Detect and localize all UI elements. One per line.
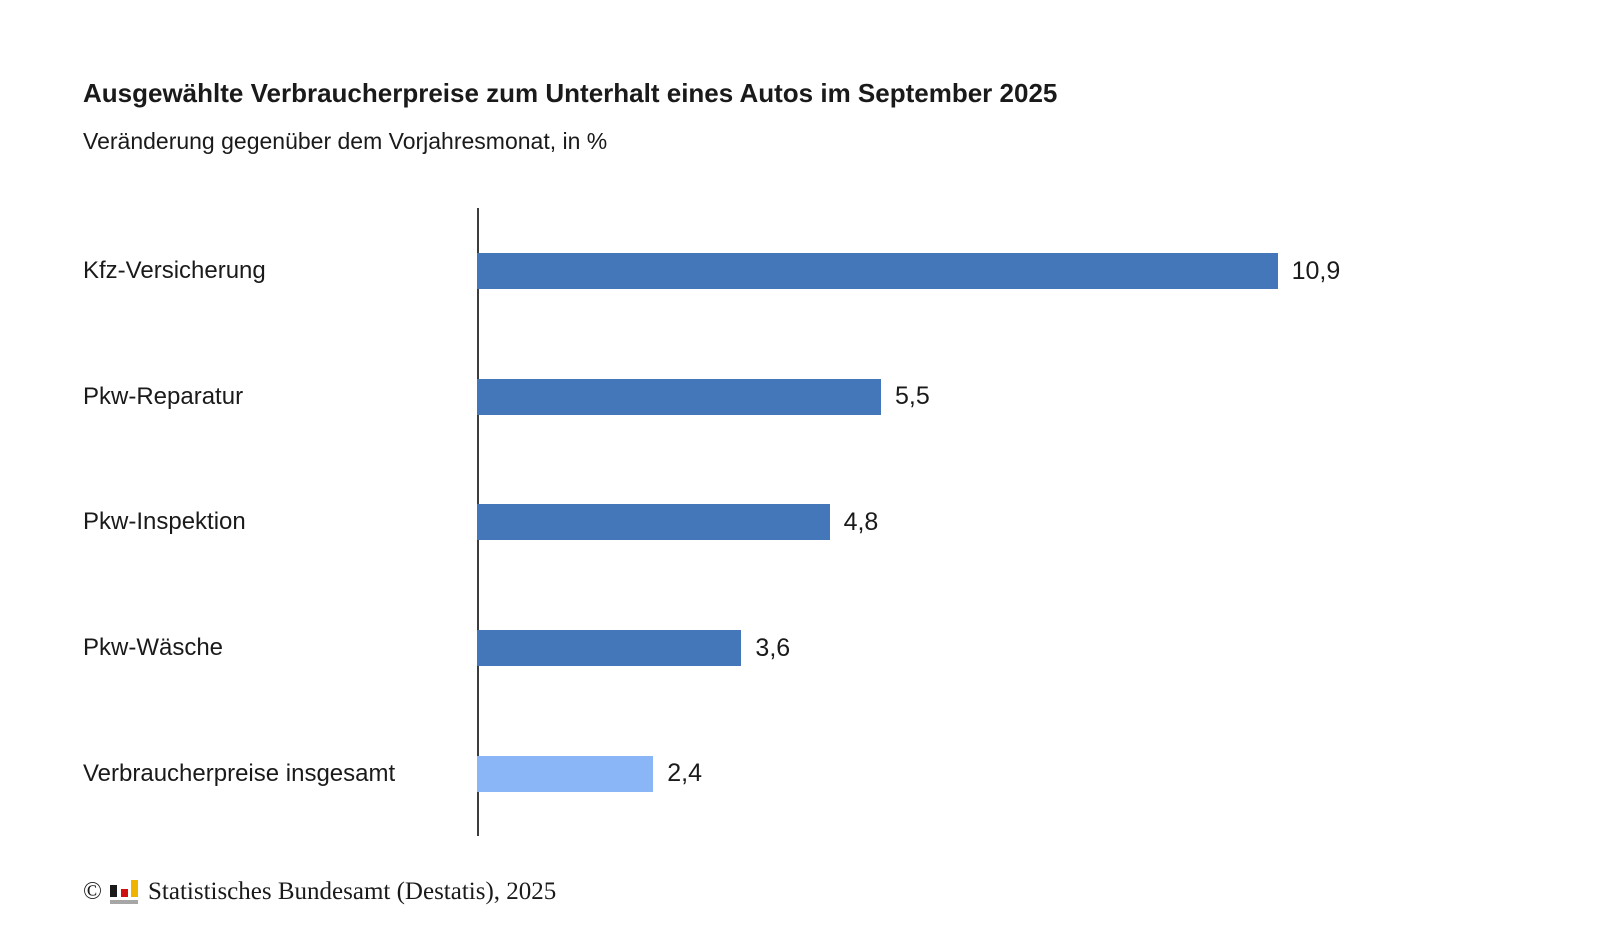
bar-row: Verbraucherpreise insgesamt 2,4	[83, 711, 1523, 837]
category-label: Pkw-Wäsche	[83, 634, 224, 662]
bar-row: Pkw-Wäsche 3,6	[83, 585, 1523, 711]
category-label: Kfz-Versicherung	[83, 257, 266, 285]
bar-row: Kfz-Versicherung 10,9	[83, 208, 1523, 334]
logo-bar-black	[110, 885, 117, 898]
bar-area: 4,8	[477, 504, 1307, 541]
bar	[477, 253, 1278, 290]
bar-area: 5,5	[477, 378, 1307, 415]
category-label: Verbraucherpreise insgesamt	[83, 759, 396, 787]
bar	[477, 755, 654, 792]
value-label: 4,8	[843, 507, 879, 536]
source-line: © Statistisches Bundesamt (Destatis), 20…	[83, 878, 1600, 906]
bar-row: Pkw-Inspektion 4,8	[83, 460, 1523, 586]
value-label: 10,9	[1291, 256, 1341, 285]
bar	[477, 378, 881, 415]
value-label: 2,4	[667, 759, 703, 788]
bar	[477, 630, 742, 667]
logo-bar-gold	[131, 880, 138, 898]
chart-title: Ausgewählte Verbraucherpreise zum Unterh…	[83, 78, 1058, 108]
bar-area: 2,4	[477, 755, 1307, 792]
copyright-symbol: ©	[83, 878, 102, 906]
bar-rows: Kfz-Versicherung 10,9 Pkw-Reparatur 5,5 Pkw-…	[83, 208, 1523, 836]
bar	[477, 504, 830, 541]
bar-area: 3,6	[477, 630, 1307, 667]
category-label: Pkw-Reparatur	[83, 382, 244, 410]
source-text: Statistisches Bundesamt (Destatis), 2025	[148, 878, 557, 906]
category-label: Pkw-Inspektion	[83, 508, 246, 536]
logo-baseline	[110, 900, 138, 905]
chart-subtitle: Veränderung gegenüber dem Vorjahresmonat…	[83, 128, 608, 155]
bar-row: Pkw-Reparatur 5,5	[83, 334, 1523, 460]
destatis-logo-icon	[110, 880, 138, 905]
value-label: 5,5	[894, 382, 930, 411]
logo-bar-red	[120, 889, 128, 898]
bar-chart: Kfz-Versicherung 10,9 Pkw-Reparatur 5,5 Pkw-…	[83, 208, 1523, 837]
value-label: 3,6	[755, 633, 791, 662]
bar-area: 10,9	[477, 253, 1340, 290]
